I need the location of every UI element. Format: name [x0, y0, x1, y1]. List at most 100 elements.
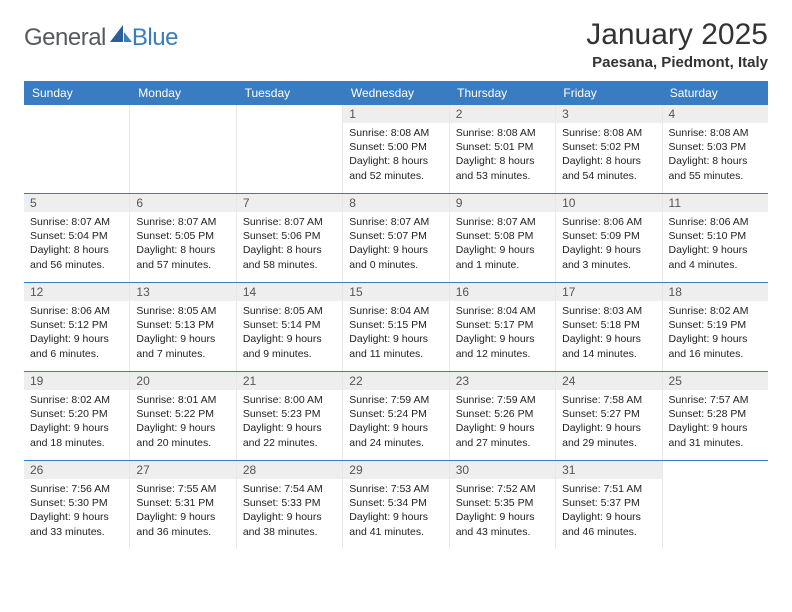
sunset-text: Sunset: 5:31 PM — [136, 496, 229, 510]
day-number: 5 — [24, 194, 129, 212]
sunrise-text: Sunrise: 8:07 AM — [136, 215, 229, 229]
sunrise-text: Sunrise: 8:08 AM — [456, 126, 549, 140]
day-number: 15 — [343, 283, 448, 301]
day-cell — [130, 105, 236, 193]
day-cell: 1Sunrise: 8:08 AMSunset: 5:00 PMDaylight… — [343, 105, 449, 193]
day-number: 9 — [450, 194, 555, 212]
day-number: 29 — [343, 461, 448, 479]
daylight-text: Daylight: 9 hours and 0 minutes. — [349, 243, 442, 271]
sunrise-text: Sunrise: 8:08 AM — [562, 126, 655, 140]
sunset-text: Sunset: 5:35 PM — [456, 496, 549, 510]
daylight-text: Daylight: 8 hours and 55 minutes. — [669, 154, 762, 182]
sunset-text: Sunset: 5:05 PM — [136, 229, 229, 243]
day-cell: 19Sunrise: 8:02 AMSunset: 5:20 PMDayligh… — [24, 372, 130, 460]
day-cell: 24Sunrise: 7:58 AMSunset: 5:27 PMDayligh… — [556, 372, 662, 460]
sunset-text: Sunset: 5:14 PM — [243, 318, 336, 332]
day-number: 16 — [450, 283, 555, 301]
day-details: Sunrise: 8:06 AMSunset: 5:12 PMDaylight:… — [24, 301, 129, 365]
sunrise-text: Sunrise: 8:08 AM — [669, 126, 762, 140]
day-number: 7 — [237, 194, 342, 212]
daylight-text: Daylight: 8 hours and 54 minutes. — [562, 154, 655, 182]
day-details: Sunrise: 7:53 AMSunset: 5:34 PMDaylight:… — [343, 479, 448, 543]
sunrise-text: Sunrise: 7:56 AM — [30, 482, 123, 496]
sunrise-text: Sunrise: 8:04 AM — [456, 304, 549, 318]
day-details: Sunrise: 8:08 AMSunset: 5:02 PMDaylight:… — [556, 123, 661, 187]
sunrise-text: Sunrise: 8:07 AM — [456, 215, 549, 229]
sunrise-text: Sunrise: 7:54 AM — [243, 482, 336, 496]
sunset-text: Sunset: 5:23 PM — [243, 407, 336, 421]
day-details: Sunrise: 7:59 AMSunset: 5:24 PMDaylight:… — [343, 390, 448, 454]
day-number: 22 — [343, 372, 448, 390]
day-number: 3 — [556, 105, 661, 123]
day-header: Monday — [130, 81, 236, 105]
day-cell: 14Sunrise: 8:05 AMSunset: 5:14 PMDayligh… — [237, 283, 343, 371]
day-number: 8 — [343, 194, 448, 212]
daylight-text: Daylight: 9 hours and 11 minutes. — [349, 332, 442, 360]
day-cell: 20Sunrise: 8:01 AMSunset: 5:22 PMDayligh… — [130, 372, 236, 460]
day-cell: 12Sunrise: 8:06 AMSunset: 5:12 PMDayligh… — [24, 283, 130, 371]
daylight-text: Daylight: 9 hours and 33 minutes. — [30, 510, 123, 538]
day-cell: 29Sunrise: 7:53 AMSunset: 5:34 PMDayligh… — [343, 461, 449, 549]
day-cell: 23Sunrise: 7:59 AMSunset: 5:26 PMDayligh… — [450, 372, 556, 460]
sunset-text: Sunset: 5:07 PM — [349, 229, 442, 243]
day-number: 2 — [450, 105, 555, 123]
sunset-text: Sunset: 5:27 PM — [562, 407, 655, 421]
daylight-text: Daylight: 9 hours and 31 minutes. — [669, 421, 762, 449]
week-row: 26Sunrise: 7:56 AMSunset: 5:30 PMDayligh… — [24, 460, 768, 549]
sunrise-text: Sunrise: 8:06 AM — [562, 215, 655, 229]
sunset-text: Sunset: 5:04 PM — [30, 229, 123, 243]
day-cell: 2Sunrise: 8:08 AMSunset: 5:01 PMDaylight… — [450, 105, 556, 193]
daylight-text: Daylight: 9 hours and 41 minutes. — [349, 510, 442, 538]
day-number: 19 — [24, 372, 129, 390]
day-cell: 30Sunrise: 7:52 AMSunset: 5:35 PMDayligh… — [450, 461, 556, 549]
day-details: Sunrise: 7:59 AMSunset: 5:26 PMDaylight:… — [450, 390, 555, 454]
daylight-text: Daylight: 9 hours and 12 minutes. — [456, 332, 549, 360]
day-details: Sunrise: 7:57 AMSunset: 5:28 PMDaylight:… — [663, 390, 768, 454]
daylight-text: Daylight: 9 hours and 1 minute. — [456, 243, 549, 271]
day-details: Sunrise: 8:05 AMSunset: 5:14 PMDaylight:… — [237, 301, 342, 365]
sunset-text: Sunset: 5:28 PM — [669, 407, 762, 421]
sunset-text: Sunset: 5:00 PM — [349, 140, 442, 154]
daylight-text: Daylight: 8 hours and 56 minutes. — [30, 243, 123, 271]
sunset-text: Sunset: 5:20 PM — [30, 407, 123, 421]
sunrise-text: Sunrise: 8:06 AM — [669, 215, 762, 229]
day-number: 21 — [237, 372, 342, 390]
week-row: 5Sunrise: 8:07 AMSunset: 5:04 PMDaylight… — [24, 193, 768, 282]
day-cell — [24, 105, 130, 193]
sunrise-text: Sunrise: 8:04 AM — [349, 304, 442, 318]
day-number: 11 — [663, 194, 768, 212]
day-cell: 27Sunrise: 7:55 AMSunset: 5:31 PMDayligh… — [130, 461, 236, 549]
day-details: Sunrise: 8:00 AMSunset: 5:23 PMDaylight:… — [237, 390, 342, 454]
sunrise-text: Sunrise: 7:57 AM — [669, 393, 762, 407]
day-details: Sunrise: 8:04 AMSunset: 5:15 PMDaylight:… — [343, 301, 448, 365]
daylight-text: Daylight: 8 hours and 52 minutes. — [349, 154, 442, 182]
sunset-text: Sunset: 5:13 PM — [136, 318, 229, 332]
day-header: Saturday — [662, 81, 768, 105]
sunrise-text: Sunrise: 8:07 AM — [30, 215, 123, 229]
day-details: Sunrise: 8:06 AMSunset: 5:10 PMDaylight:… — [663, 212, 768, 276]
day-cell: 17Sunrise: 8:03 AMSunset: 5:18 PMDayligh… — [556, 283, 662, 371]
sunset-text: Sunset: 5:24 PM — [349, 407, 442, 421]
day-cell: 5 Sunrise: 8:07 AMSunset: 5:04 PMDaylight… — [24, 194, 130, 282]
day-number: 10 — [556, 194, 661, 212]
day-details: Sunrise: 7:58 AMSunset: 5:27 PMDaylight:… — [556, 390, 661, 454]
daylight-text: Daylight: 9 hours and 43 minutes. — [456, 510, 549, 538]
sunset-text: Sunset: 5:33 PM — [243, 496, 336, 510]
week-row: 12Sunrise: 8:06 AMSunset: 5:12 PMDayligh… — [24, 282, 768, 371]
month-title: January 2025 — [586, 18, 768, 52]
day-number: 24 — [556, 372, 661, 390]
day-details: Sunrise: 8:07 AMSunset: 5:05 PMDaylight:… — [130, 212, 235, 276]
logo: General Blue — [24, 24, 178, 52]
day-header: Sunday — [24, 81, 130, 105]
sunrise-text: Sunrise: 7:59 AM — [349, 393, 442, 407]
day-number: 30 — [450, 461, 555, 479]
day-number: 18 — [663, 283, 768, 301]
sunrise-text: Sunrise: 8:07 AM — [349, 215, 442, 229]
day-number: 25 — [663, 372, 768, 390]
day-number: 1 — [343, 105, 448, 123]
daylight-text: Daylight: 8 hours and 58 minutes. — [243, 243, 336, 271]
daylight-text: Daylight: 9 hours and 46 minutes. — [562, 510, 655, 538]
day-details: Sunrise: 8:02 AMSunset: 5:19 PMDaylight:… — [663, 301, 768, 365]
sunrise-text: Sunrise: 8:07 AM — [243, 215, 336, 229]
sunrise-text: Sunrise: 7:58 AM — [562, 393, 655, 407]
